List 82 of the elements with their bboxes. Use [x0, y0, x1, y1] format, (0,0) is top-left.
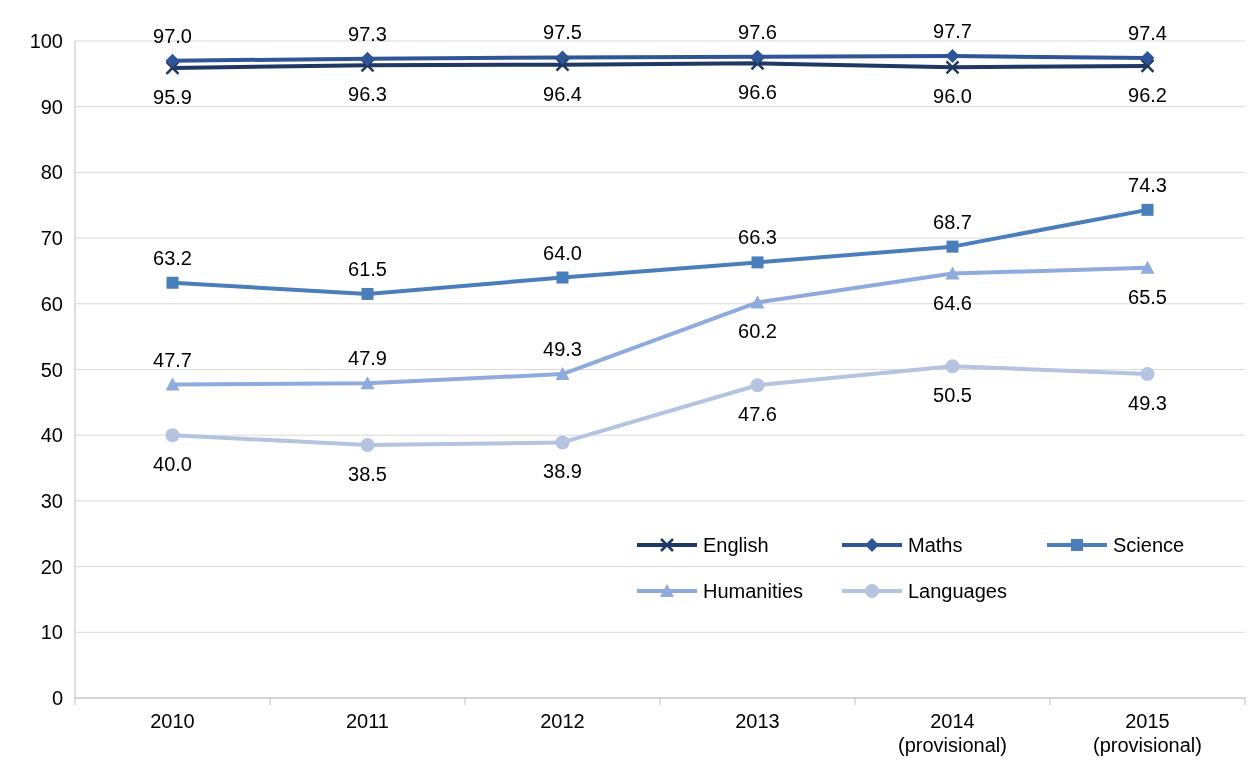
- data-label: 47.7: [153, 348, 192, 371]
- point: [360, 51, 375, 66]
- data-label: 47.9: [348, 347, 387, 370]
- data-label: 97.7: [933, 20, 972, 43]
- point: [945, 49, 960, 64]
- point: [751, 256, 764, 269]
- y-tick-label: 40: [40, 424, 63, 447]
- x-tick-label: 2011: [345, 710, 390, 732]
- point: [360, 58, 375, 73]
- data-label: 97.5: [543, 21, 582, 44]
- point: [1140, 367, 1155, 382]
- point: [165, 53, 180, 68]
- data-label: 66.3: [738, 226, 777, 249]
- data-label: 38.5: [348, 463, 387, 486]
- point: [750, 295, 765, 309]
- data-label: 38.9: [543, 460, 582, 483]
- x-tick-label: 2013: [735, 710, 780, 732]
- point: [360, 376, 375, 390]
- y-tick-label: 80: [40, 161, 63, 184]
- data-label: 47.6: [738, 403, 777, 426]
- data-label: 97.6: [738, 20, 777, 43]
- point: [555, 57, 570, 72]
- point: [1140, 51, 1155, 66]
- legend-label: Languages: [908, 580, 1007, 602]
- point: [1140, 58, 1155, 74]
- legend-label: Science: [1113, 534, 1185, 556]
- point: [946, 240, 959, 253]
- data-label: 96.4: [543, 82, 582, 105]
- data-label: 50.5: [933, 384, 972, 407]
- x-tick-label: 2012: [540, 710, 585, 732]
- data-label: 64.0: [543, 241, 582, 264]
- point: [165, 60, 180, 76]
- data-label: 96.6: [738, 81, 777, 104]
- y-tick-label: 10: [40, 621, 63, 644]
- point: [1141, 203, 1154, 216]
- y-tick-label: 60: [40, 292, 63, 315]
- data-label: 96.3: [348, 83, 387, 106]
- y-tick-label: 30: [40, 489, 63, 512]
- data-label: 49.3: [543, 338, 582, 361]
- y-tick-label: 100: [29, 30, 63, 52]
- point: [165, 377, 180, 391]
- point: [555, 435, 570, 450]
- point: [1140, 260, 1155, 274]
- data-label: 61.5: [348, 257, 387, 280]
- data-label: 40.0: [153, 453, 192, 476]
- data-label: 68.7: [933, 210, 972, 233]
- legend-label: Humanities: [703, 580, 804, 602]
- data-label: 65.5: [1128, 285, 1167, 308]
- y-tick-label: 90: [40, 95, 63, 118]
- point: [165, 428, 180, 443]
- point: [555, 50, 570, 65]
- data-label: 95.9: [153, 85, 192, 108]
- data-label: 63.2: [153, 246, 192, 269]
- point: [750, 378, 765, 393]
- y-tick-label: 20: [40, 555, 63, 578]
- x-tick-label: 2014 (provisional): [898, 710, 1007, 756]
- point: [945, 60, 960, 75]
- data-label: 96.2: [1128, 83, 1167, 106]
- point: [556, 271, 569, 284]
- data-label: 64.6: [933, 291, 972, 314]
- y-tick-label: 0: [51, 687, 63, 709]
- point: [750, 49, 765, 64]
- data-label: 96.0: [933, 85, 972, 108]
- point: [555, 367, 570, 381]
- y-tick-label: 70: [40, 227, 63, 250]
- x-tick-label: 2015 (provisional): [1093, 710, 1202, 756]
- legend-label: English: [703, 534, 769, 556]
- point: [945, 266, 960, 280]
- data-label: 60.2: [738, 320, 777, 343]
- data-label: 97.3: [348, 22, 387, 45]
- point: [945, 359, 960, 374]
- data-label: 74.3: [1128, 173, 1167, 196]
- point: [361, 287, 374, 300]
- legend-label: Maths: [908, 534, 963, 556]
- point: [360, 438, 375, 453]
- x-tick-label: 2010: [150, 710, 195, 732]
- point: [750, 56, 765, 71]
- data-label: 97.0: [153, 24, 192, 47]
- y-tick-label: 50: [40, 358, 63, 381]
- data-label: 49.3: [1128, 392, 1167, 415]
- point: [166, 276, 179, 289]
- data-label: 97.4: [1128, 22, 1167, 45]
